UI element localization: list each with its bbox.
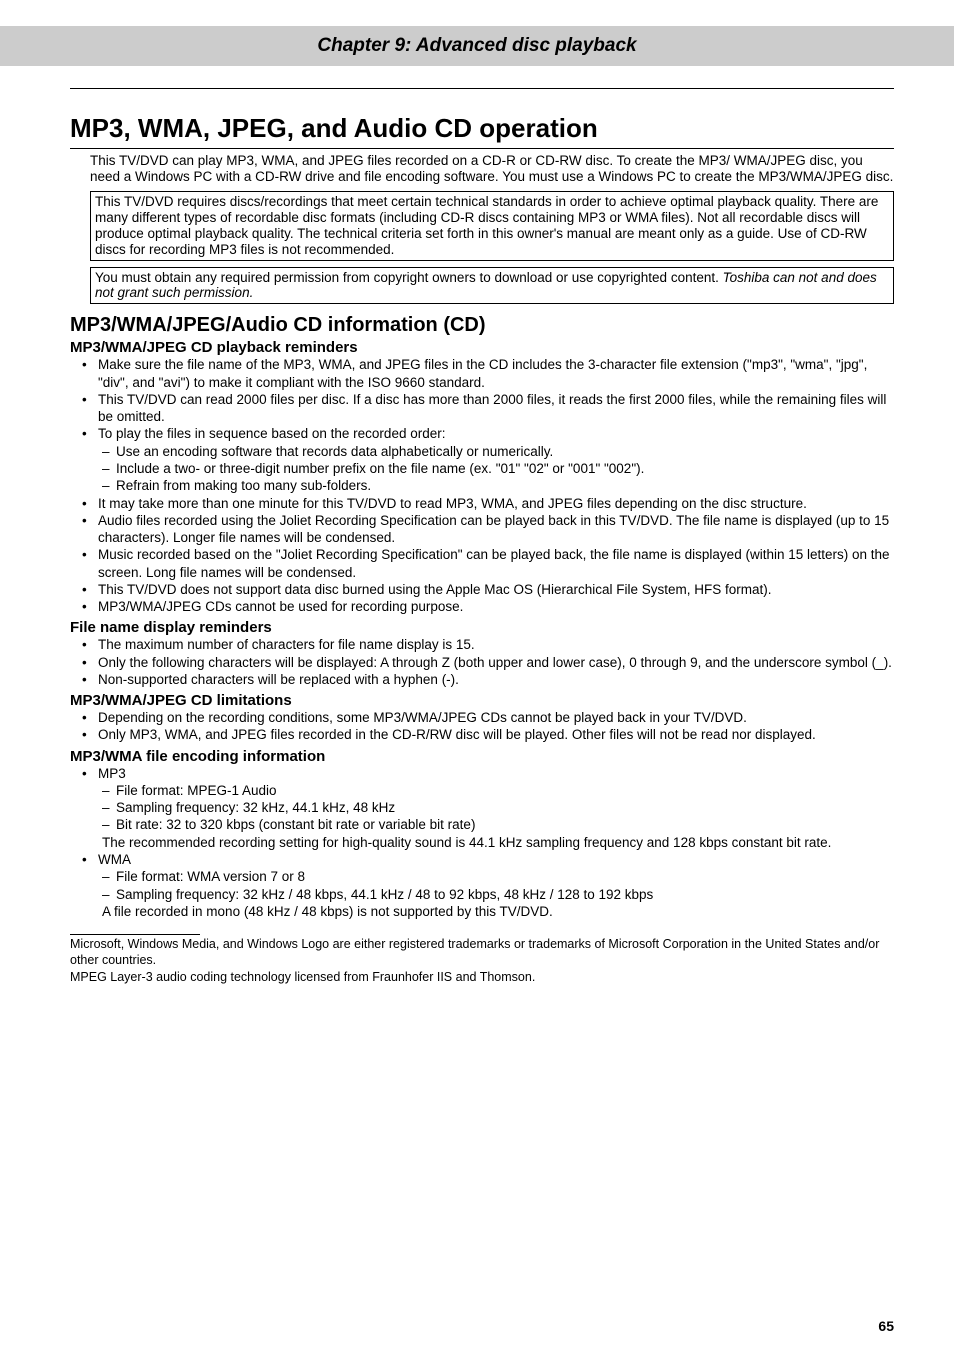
encoding-info-list: MP3 File format: MPEG-1 Audio Sampling f… <box>70 765 894 920</box>
list-text: Music recorded based on the "Joliet Reco… <box>98 547 890 579</box>
sub-item: Bit rate: 32 to 320 kbps (constant bit r… <box>102 816 894 833</box>
list-item: This TV/DVD can read 2000 files per disc… <box>82 391 894 426</box>
sub-item: Use an encoding software that records da… <box>102 443 894 460</box>
list-item: Non-supported characters will be replace… <box>82 671 894 688</box>
list-text: MP3/WMA/JPEG CDs cannot be used for reco… <box>98 599 463 614</box>
list-item: Music recorded based on the "Joliet Reco… <box>82 546 894 581</box>
list-item: This TV/DVD does not support data disc b… <box>82 581 894 598</box>
sub-item: Include a two- or three-digit number pre… <box>102 460 894 477</box>
list-text: To play the files in sequence based on t… <box>98 426 445 441</box>
list-text: WMA <box>98 852 131 867</box>
limitations-list: Depending on the recording conditions, s… <box>70 709 894 744</box>
chapter-header-band: Chapter 9: Advanced disc playback <box>0 26 954 66</box>
list-item: To play the files in sequence based on t… <box>82 425 894 494</box>
notice-box-2: You must obtain any required permission … <box>90 267 894 305</box>
subsection-heading: MP3/WMA/JPEG CD playback reminders <box>70 339 894 356</box>
list-text: Depending on the recording conditions, s… <box>98 710 747 725</box>
list-text: Make sure the file name of the MP3, WMA,… <box>98 357 867 389</box>
page-number: 65 <box>878 1318 894 1334</box>
subsection-heading: MP3/WMA/JPEG CD limitations <box>70 692 894 709</box>
encoding-note: A file recorded in mono (48 kHz / 48 kbp… <box>98 903 894 920</box>
sub-list: File format: WMA version 7 or 8 Sampling… <box>98 868 894 903</box>
list-text: Non-supported characters will be replace… <box>98 672 459 687</box>
intro-paragraph: This TV/DVD can play MP3, WMA, and JPEG … <box>70 153 894 185</box>
page-heading: MP3, WMA, JPEG, and Audio CD operation <box>70 113 894 149</box>
subsection-heading: File name display reminders <box>70 619 894 636</box>
playback-reminders-list: Make sure the file name of the MP3, WMA,… <box>70 356 894 615</box>
list-item: MP3/WMA/JPEG CDs cannot be used for reco… <box>82 598 894 615</box>
sub-text: File format: WMA version 7 or 8 <box>116 869 305 884</box>
list-text: Audio files recorded using the Joliet Re… <box>98 513 889 545</box>
list-text: It may take more than one minute for thi… <box>98 496 807 511</box>
sub-item: File format: WMA version 7 or 8 <box>102 868 894 885</box>
sub-item: Sampling frequency: 32 kHz / 48 kbps, 44… <box>102 886 894 903</box>
sub-list: Use an encoding software that records da… <box>98 443 894 495</box>
sub-item: Refrain from making too many sub-folders… <box>102 477 894 494</box>
list-item: Depending on the recording conditions, s… <box>82 709 894 726</box>
sub-list: File format: MPEG-1 Audio Sampling frequ… <box>98 782 894 834</box>
sub-text: Use an encoding software that records da… <box>116 444 553 459</box>
sub-item: Sampling frequency: 32 kHz, 44.1 kHz, 48… <box>102 799 894 816</box>
list-text: This TV/DVD can read 2000 files per disc… <box>98 392 886 424</box>
list-item: Make sure the file name of the MP3, WMA,… <box>82 356 894 391</box>
list-item: The maximum number of characters for fil… <box>82 636 894 653</box>
list-text: This TV/DVD does not support data disc b… <box>98 582 772 597</box>
sub-text: Refrain from making too many sub-folders… <box>116 478 371 493</box>
list-text: Only MP3, WMA, and JPEG files recorded i… <box>98 727 816 742</box>
list-item: Audio files recorded using the Joliet Re… <box>82 512 894 547</box>
list-item: It may take more than one minute for thi… <box>82 495 894 512</box>
h1-rule <box>70 88 894 91</box>
list-item: WMA File format: WMA version 7 or 8 Samp… <box>82 851 894 920</box>
footnote-rule <box>70 934 200 935</box>
list-text: Only the following characters will be di… <box>98 655 892 670</box>
list-item: MP3 File format: MPEG-1 Audio Sampling f… <box>82 765 894 851</box>
sub-text: Sampling frequency: 32 kHz, 44.1 kHz, 48… <box>116 800 395 815</box>
notice-box-1: This TV/DVD requires discs/recordings th… <box>90 191 894 261</box>
page-content: MP3, WMA, JPEG, and Audio CD operation T… <box>0 88 954 986</box>
sub-text: Sampling frequency: 32 kHz / 48 kbps, 44… <box>116 887 653 902</box>
sub-item: File format: MPEG-1 Audio <box>102 782 894 799</box>
sub-text: Bit rate: 32 to 320 kbps (constant bit r… <box>116 817 475 832</box>
chapter-title: Chapter 9: Advanced disc playback <box>317 35 636 57</box>
sub-text: Include a two- or three-digit number pre… <box>116 461 644 476</box>
footnote-2: MPEG Layer-3 audio coding technology lic… <box>70 970 894 986</box>
section-heading: MP3/WMA/JPEG/Audio CD information (CD) <box>70 314 894 337</box>
sub-text: File format: MPEG-1 Audio <box>116 783 277 798</box>
footnote-1: Microsoft, Windows Media, and Windows Lo… <box>70 937 894 968</box>
list-text: The maximum number of characters for fil… <box>98 637 475 652</box>
list-item: Only the following characters will be di… <box>82 654 894 671</box>
encoding-note: The recommended recording setting for hi… <box>98 834 894 851</box>
notice-box-2-text: You must obtain any required permission … <box>95 270 723 285</box>
list-item: Only MP3, WMA, and JPEG files recorded i… <box>82 726 894 743</box>
list-text: MP3 <box>98 766 126 781</box>
filename-reminders-list: The maximum number of characters for fil… <box>70 636 894 688</box>
subsection-heading: MP3/WMA file encoding information <box>70 748 894 765</box>
